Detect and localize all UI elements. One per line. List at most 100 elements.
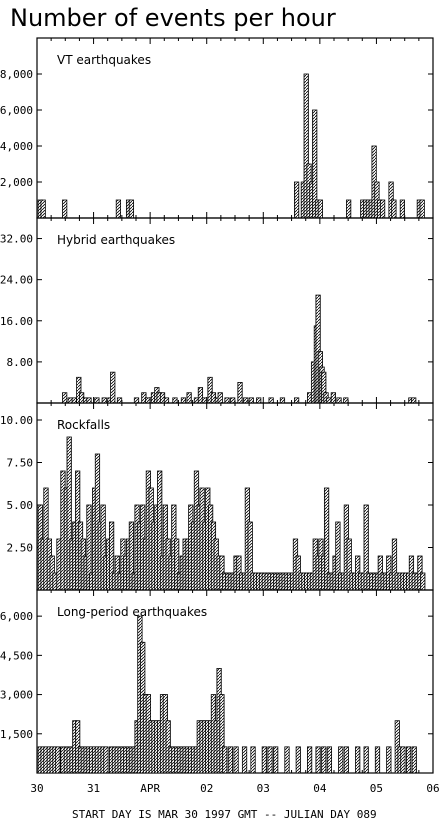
bar [293,397,300,404]
bar [219,694,225,774]
x-tick-label: 02 [200,782,213,795]
bar [217,392,223,404]
bar [420,572,426,591]
y-tick-label: 3,000 [0,689,33,702]
panel-2: Hybrid earthquakes 8.00 16.00 24.00 32.00 [0,217,434,404]
bar [293,181,300,219]
bar [222,746,228,774]
figure-title: Number of events per hour [10,4,336,32]
bar [248,397,254,404]
bar [411,746,417,774]
bar [267,746,273,774]
y-tick-label: 2.50 [7,542,34,555]
bar [224,397,230,404]
bar [400,746,406,774]
panel-3: Rockfalls 2.50 5.00 7.50 10.00 [0,402,434,591]
bar [363,746,369,774]
bar [315,746,321,774]
bar [399,199,405,219]
bar [186,392,192,404]
bar [411,397,417,404]
bar [233,746,239,774]
panel-label: Hybrid earthquakes [57,233,175,247]
y-tick-label: 10.00 [0,414,33,427]
bar [391,199,397,219]
y-tick-label: 4,000 [0,140,33,153]
bar [419,199,425,219]
panel-4: Long-period earthquakes 1,500 3,000 4,500 6,… [0,589,434,774]
bar [62,392,68,404]
bar [261,746,267,774]
bar [338,746,344,774]
bar [268,397,274,404]
bar [279,397,286,404]
bar [243,397,249,404]
y-tick-label: 24.00 [0,274,33,287]
x-tick-label: 30 [30,782,43,795]
x-tick-label: 03 [257,782,270,795]
y-tick-label: 32.00 [0,233,33,246]
bar [295,746,301,774]
bar [307,746,313,774]
bar [133,397,140,404]
y-tick-label: 1,500 [0,728,33,741]
y-tick-label: 6,000 [0,610,33,623]
panel-label: VT earthquakes [57,53,151,67]
bar [40,199,46,219]
x-tick-label: 04 [313,782,327,795]
bar [406,746,412,774]
footer-caption: START DAY IS MAR 30 1997 GMT -- JULIAN D… [72,808,377,821]
panel-label: Rockfalls [57,418,110,432]
x-tick-label: APR [140,782,160,795]
bar [330,392,336,404]
bar [326,397,332,404]
bar [250,746,256,774]
y-tick-label: 8,000 [0,68,33,81]
bar [386,746,392,774]
bar [180,397,187,404]
bar [374,746,381,774]
bar [230,397,236,404]
bar [326,746,333,774]
y-tick-label: 6,000 [0,104,33,117]
bar [273,746,279,774]
y-tick-label: 16.00 [0,315,33,328]
x-tick-label: 31 [87,782,100,795]
bar [227,746,234,774]
x-axis: 30 31 APR 02 03 04 05 06 [30,782,439,795]
bar [343,746,349,774]
y-tick-label: 2,000 [0,176,33,189]
bar [317,199,323,219]
bar [128,199,135,219]
bar [284,746,290,774]
x-tick-label: 06 [426,782,439,795]
bar [355,746,361,774]
y-tick-label: 8.00 [7,356,34,369]
bar [201,397,207,404]
bar [94,397,100,404]
bar [163,397,170,404]
bar [237,382,243,404]
x-tick-label: 05 [370,782,383,795]
bar [110,371,116,404]
bar [346,199,352,219]
bar [101,397,107,404]
chart-panels: VT earthquakes 2,000 4,000 6,000 8,000 Hybrid… [0,37,434,774]
bar [145,397,151,404]
bar [241,746,248,774]
y-tick-label: 7.50 [7,457,34,470]
bar [336,397,342,404]
bar [116,397,123,404]
bar [172,397,178,404]
bar [115,199,121,219]
bar [103,746,109,774]
bar [86,397,92,404]
bar [71,397,77,404]
bar [62,199,68,219]
bar [343,397,349,404]
y-tick-label: 5.00 [7,499,34,512]
panel-1: VT earthquakes 2,000 4,000 6,000 8,000 [0,37,434,219]
bar [321,746,327,774]
bar [379,199,386,219]
